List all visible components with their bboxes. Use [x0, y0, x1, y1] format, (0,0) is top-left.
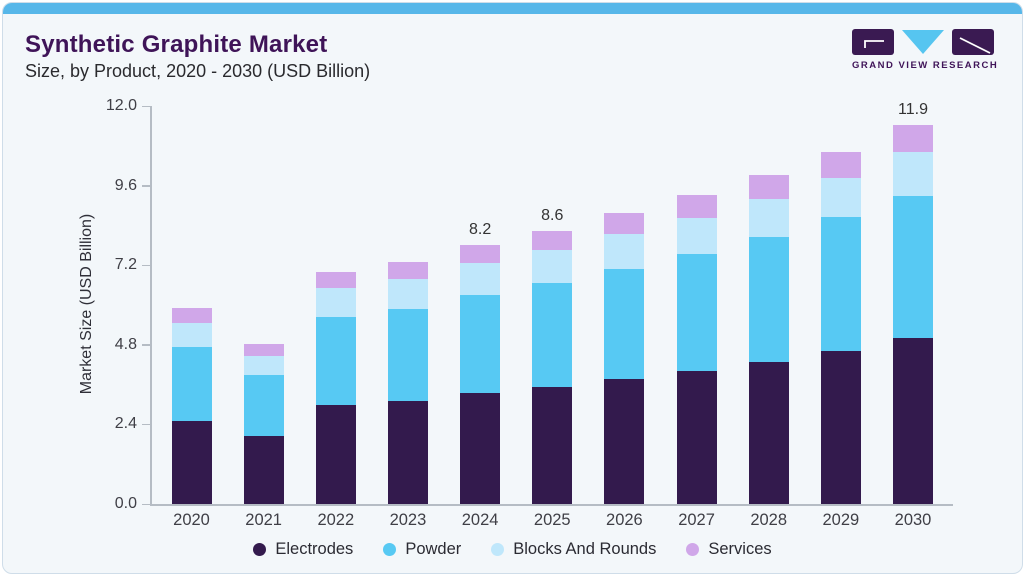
x-axis-label: 2029 — [822, 511, 860, 529]
legend-dot-icon — [253, 543, 267, 556]
logo-r-icon — [952, 29, 994, 55]
bar-segment-powder-2029 — [820, 217, 861, 352]
bar-segment-services-2024 — [460, 244, 501, 263]
logo-text: GRAND VIEW RESEARCH — [852, 60, 999, 71]
bar-segment-powder-2023 — [387, 308, 428, 401]
x-axis-label: 2027 — [678, 511, 715, 529]
y-axis-title: Market Size (USD Billion) — [78, 213, 95, 395]
bar-segment-powder-2027 — [676, 253, 717, 371]
x-axis-label: 2024 — [461, 511, 499, 529]
legend-label: Services — [708, 540, 772, 558]
gvr-logo-mark — [852, 29, 994, 56]
x-axis-line — [150, 504, 953, 506]
x-axis-label: 2023 — [389, 511, 427, 529]
bar-segment-services-2026 — [604, 213, 645, 235]
gvr-logo: GRAND VIEW RESEARCH — [852, 29, 999, 71]
legend-item-blocks-and-rounds: Blocks And Rounds — [491, 540, 656, 559]
bar-segment-services-2023 — [387, 261, 428, 280]
bar-segment-powder-2030 — [893, 195, 933, 338]
y-tick-label: 9.6 — [114, 176, 137, 194]
bar-value-label: 8.2 — [468, 220, 492, 238]
legend-dot-icon — [383, 543, 397, 556]
top-accent-bar — [3, 3, 1022, 14]
bar-segment-services-2027 — [676, 195, 717, 219]
bar-segment-blocks-and-rounds-2024 — [460, 262, 501, 295]
bar-segment-electrodes-2030 — [893, 337, 933, 504]
y-tick-mark — [142, 423, 150, 426]
logo-g-icon — [852, 29, 894, 55]
bar-segment-blocks-and-rounds-2021 — [243, 356, 284, 376]
y-tick-mark — [142, 344, 150, 346]
y-tick-label: 2.4 — [114, 415, 137, 433]
y-tick-label: 12.0 — [105, 97, 137, 114]
legend-label: Electrodes — [275, 540, 354, 558]
bar-segment-electrodes-2020 — [171, 421, 212, 504]
bar-segment-powder-2026 — [604, 268, 645, 380]
bar-segment-powder-2025 — [532, 282, 573, 388]
bar-segment-services-2022 — [315, 271, 356, 288]
bar-segment-powder-2021 — [243, 375, 284, 436]
legend-item-services: Services — [686, 540, 772, 559]
legend-dot-icon — [491, 543, 505, 556]
y-tick-mark — [142, 185, 150, 187]
bar-segment-electrodes-2027 — [676, 371, 717, 504]
bar-segment-services-2020 — [171, 307, 212, 324]
bar-segment-powder-2020 — [171, 346, 212, 422]
bar-value-label: 11.9 — [898, 100, 928, 118]
logo-v-icon — [902, 30, 944, 54]
bar-segment-services-2028 — [748, 174, 789, 200]
bar-segment-powder-2024 — [460, 294, 501, 394]
bar-segment-electrodes-2021 — [243, 435, 284, 504]
bar-value-label: 8.6 — [541, 206, 564, 224]
legend-item-electrodes: Electrodes — [253, 540, 353, 559]
y-axis-line — [150, 106, 152, 504]
bar-segment-powder-2022 — [315, 316, 356, 406]
bar-segment-blocks-and-rounds-2030 — [893, 151, 933, 196]
bar-segment-electrodes-2025 — [532, 387, 573, 504]
stacked-bar-chart: Market Size (USD Billion) 0.0 2.4 4.8 7.2 9.… — [3, 3, 1022, 573]
y-tick-label: 7.2 — [114, 256, 137, 274]
y-tick-label: 4.8 — [114, 335, 137, 353]
bar-segment-electrodes-2023 — [387, 400, 428, 504]
x-axis-label: 2020 — [173, 511, 210, 529]
bar-segment-services-2030 — [893, 124, 933, 152]
bar-segment-blocks-and-rounds-2029 — [820, 178, 861, 218]
bar-segment-electrodes-2024 — [460, 393, 501, 504]
bar-segment-blocks-and-rounds-2025 — [532, 249, 573, 283]
x-axis-label: 2030 — [894, 511, 932, 529]
bar-segment-blocks-and-rounds-2028 — [748, 199, 789, 237]
y-tick-label: 0.0 — [114, 495, 137, 512]
bar-segment-electrodes-2022 — [315, 405, 356, 504]
bar-segment-powder-2028 — [748, 236, 789, 363]
legend-item-powder: Powder — [383, 540, 461, 559]
legend-dot-icon — [686, 543, 700, 556]
bar-segment-electrodes-2026 — [604, 379, 645, 504]
bar-segment-blocks-and-rounds-2027 — [676, 218, 717, 254]
x-axis-label: 2026 — [606, 511, 643, 529]
x-axis-label: 2021 — [245, 511, 282, 529]
bar-segment-services-2025 — [532, 230, 573, 250]
chart-legend: Electrodes Powder Blocks And Rounds Service… — [3, 540, 1022, 559]
x-axis-label: 2025 — [533, 511, 571, 529]
y-tick-mark — [142, 503, 150, 505]
y-tick-mark — [142, 264, 150, 267]
bar-segment-electrodes-2028 — [748, 362, 789, 504]
bar-segment-electrodes-2029 — [820, 351, 861, 504]
y-tick-mark — [142, 105, 150, 107]
bar-segment-blocks-and-rounds-2026 — [604, 234, 645, 269]
x-axis-label: 2028 — [750, 511, 788, 529]
bar-segment-services-2029 — [820, 151, 861, 179]
legend-label: Powder — [405, 540, 462, 558]
legend-label: Blocks And Rounds — [513, 540, 657, 558]
bar-segment-blocks-and-rounds-2023 — [387, 279, 428, 309]
bar-segment-blocks-and-rounds-2020 — [171, 323, 212, 347]
page-subtitle: Size, by Product, 2020 - 2030 (USD Billi… — [25, 61, 371, 81]
bar-segment-services-2021 — [243, 344, 284, 357]
x-axis-label: 2022 — [317, 511, 355, 529]
page-title: Synthetic Graphite Market — [25, 31, 328, 58]
bar-segment-blocks-and-rounds-2022 — [315, 287, 356, 317]
